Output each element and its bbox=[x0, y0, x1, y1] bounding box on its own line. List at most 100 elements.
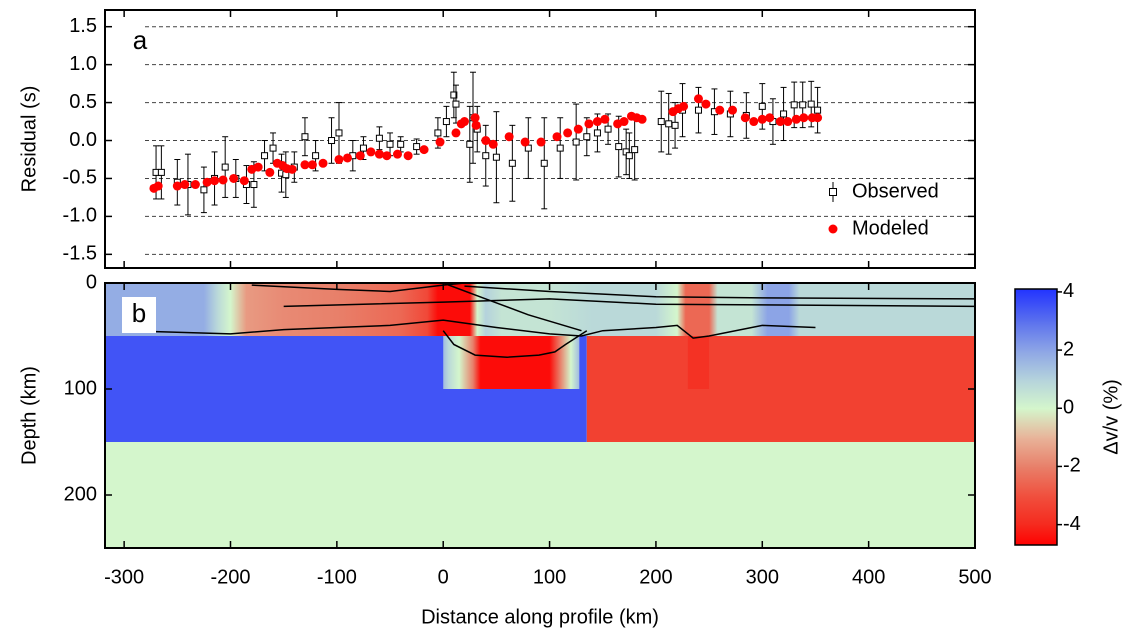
x-tick-label: -200 bbox=[210, 566, 250, 588]
observed-point bbox=[780, 110, 788, 118]
observed-point bbox=[434, 129, 442, 137]
x-tick-label: 400 bbox=[852, 566, 885, 588]
colorbar-segment bbox=[1015, 524, 1057, 546]
colorbar-segment bbox=[1015, 495, 1057, 526]
y-tick-label: 200 bbox=[64, 483, 97, 505]
observed-point bbox=[482, 152, 490, 160]
modeled-point bbox=[470, 113, 480, 123]
observed-point bbox=[572, 138, 580, 146]
modeled-point bbox=[153, 181, 163, 191]
modeled-point bbox=[300, 160, 310, 170]
observed-point bbox=[375, 134, 383, 142]
modeled-point bbox=[783, 117, 793, 127]
x-axis-label: Distance along profile (km) bbox=[421, 606, 659, 628]
y-tick-label: -1.0 bbox=[63, 205, 97, 227]
y-tick-label: 0.0 bbox=[69, 129, 97, 151]
modeled-point bbox=[392, 149, 402, 159]
observed-point bbox=[665, 120, 673, 128]
panel-label-box bbox=[122, 297, 156, 333]
observed-point bbox=[604, 125, 612, 133]
observed-point bbox=[413, 143, 421, 151]
modeled-point bbox=[307, 160, 317, 170]
x-tick-label: -100 bbox=[317, 566, 357, 588]
modeled-point bbox=[701, 99, 711, 109]
modeled-point bbox=[573, 124, 583, 134]
modeled-point bbox=[765, 113, 775, 123]
modeled-point bbox=[481, 136, 491, 146]
modeled-point bbox=[374, 149, 384, 159]
colorbar-tick-label: 4 bbox=[1063, 280, 1074, 302]
modeled-point bbox=[172, 181, 182, 191]
colorbar-tick-label: 2 bbox=[1063, 338, 1074, 360]
modeled-point bbox=[536, 137, 546, 147]
colorbar-segment bbox=[1015, 408, 1057, 438]
x-tick-label: 200 bbox=[639, 566, 672, 588]
observed-point bbox=[631, 146, 639, 154]
observed-point bbox=[593, 129, 601, 137]
y-tick-label: -1.5 bbox=[63, 243, 97, 265]
modeled-point bbox=[253, 162, 263, 172]
modeled-point bbox=[679, 101, 689, 111]
colorbar-segment bbox=[1015, 321, 1057, 351]
interface-line bbox=[464, 285, 976, 300]
legend-label: Observed bbox=[852, 180, 939, 202]
observed-point bbox=[807, 100, 815, 108]
modeled-point bbox=[451, 128, 461, 138]
y-tick-label: 1.5 bbox=[69, 15, 97, 37]
observed-point bbox=[157, 168, 165, 176]
modeled-point bbox=[435, 137, 445, 147]
modeled-point bbox=[403, 151, 413, 161]
colorbar-segment bbox=[1015, 289, 1057, 322]
velocity-region bbox=[443, 336, 580, 389]
y-axis-label: Residual (s) bbox=[18, 86, 40, 193]
observed-point bbox=[261, 152, 269, 160]
colorbar-tick-label: 0 bbox=[1063, 397, 1074, 419]
interface-line bbox=[442, 282, 582, 332]
modeled-point bbox=[813, 113, 823, 123]
x-tick-label: 500 bbox=[958, 566, 991, 588]
observed-point bbox=[694, 106, 702, 114]
legend-symbol bbox=[828, 224, 838, 234]
modeled-point bbox=[382, 151, 392, 161]
modeled-point bbox=[419, 145, 429, 155]
modeled-point bbox=[202, 177, 212, 187]
modeled-point bbox=[552, 132, 562, 142]
y-tick-label: 0 bbox=[86, 271, 97, 293]
plot-frame bbox=[104, 282, 976, 549]
colorbar-label: Δv/v (%) bbox=[1100, 379, 1122, 455]
observed-point bbox=[328, 137, 336, 145]
modeled-point bbox=[775, 117, 785, 127]
x-tick-label: 300 bbox=[746, 566, 779, 588]
observed-point bbox=[583, 133, 591, 141]
interface-line bbox=[283, 298, 976, 308]
observed-point bbox=[450, 91, 458, 99]
observed-point bbox=[269, 144, 277, 152]
observed-point bbox=[615, 143, 623, 151]
observed-point bbox=[799, 101, 807, 109]
legend-label: Modeled bbox=[852, 217, 929, 239]
modeled-point bbox=[366, 147, 376, 157]
colorbar-segment bbox=[1015, 437, 1057, 467]
interface-line bbox=[251, 282, 465, 293]
x-tick-label: 100 bbox=[533, 566, 566, 588]
observed-point bbox=[312, 152, 320, 160]
modeled-point bbox=[342, 153, 352, 163]
observed-point bbox=[221, 163, 229, 171]
y-tick-label: -0.5 bbox=[63, 167, 97, 189]
observed-point bbox=[758, 102, 766, 110]
panel-label: a bbox=[133, 25, 148, 55]
interface-line bbox=[124, 319, 816, 339]
modeled-point bbox=[563, 128, 573, 138]
observed-point bbox=[625, 152, 633, 160]
observed-point bbox=[397, 140, 405, 148]
x-tick-label: 0 bbox=[438, 566, 449, 588]
legend-symbol bbox=[829, 188, 837, 196]
plot-frame bbox=[104, 9, 976, 269]
observed-point bbox=[200, 186, 208, 194]
panel-label: b bbox=[132, 298, 146, 328]
observed-point bbox=[814, 106, 822, 114]
modeled-point bbox=[229, 173, 239, 183]
modeled-point bbox=[239, 176, 249, 186]
